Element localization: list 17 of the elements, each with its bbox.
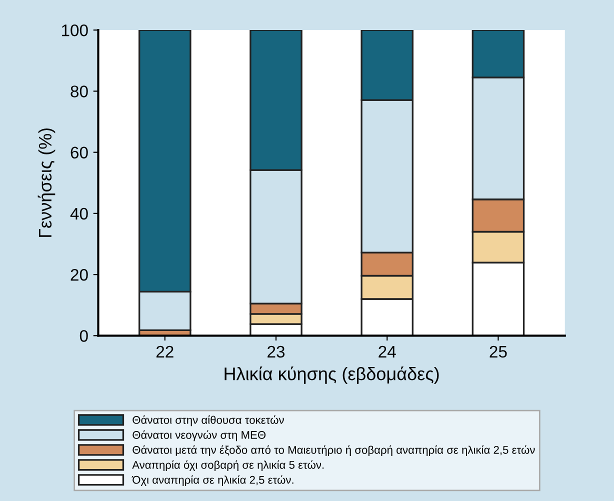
y-tick-label: 20 <box>70 268 88 281</box>
y-tick-label: 80 <box>70 86 88 98</box>
x-axis-title: Ηλικία κύησης (εβδομάδες) <box>224 366 439 384</box>
y-tick-label: 0 <box>80 330 88 342</box>
legend-label: Θάνατοι μετά την έξοδο από το Μαιευτήριο ή σοβαρή αναπηρία σε ηλικία 2,5 ετών <box>132 445 535 456</box>
legend-label: Θάνατοι στην αίθουσα τοκετών <box>132 415 284 426</box>
y-tick-label: 100 <box>62 24 88 36</box>
legend-label: Όχι αναπηρία σε ηλικία 2,5 ετών. <box>132 475 294 486</box>
legend-label: Θάνατοι νεογνών στη ΜΕΘ <box>132 430 266 442</box>
y-axis-title: Γεννήσεις (%) <box>38 128 56 237</box>
x-tick-label: 24 <box>378 346 396 358</box>
x-tick-label: 25 <box>490 346 507 358</box>
legend-label: Αναπηρία όχι σοβαρή σε ηλικία 5 ετών. <box>132 460 324 472</box>
y-tick-label: 60 <box>70 146 88 159</box>
y-tick-label: 40 <box>70 208 88 220</box>
x-tick-label: 23 <box>268 346 285 358</box>
x-tick-label: 22 <box>156 346 174 358</box>
